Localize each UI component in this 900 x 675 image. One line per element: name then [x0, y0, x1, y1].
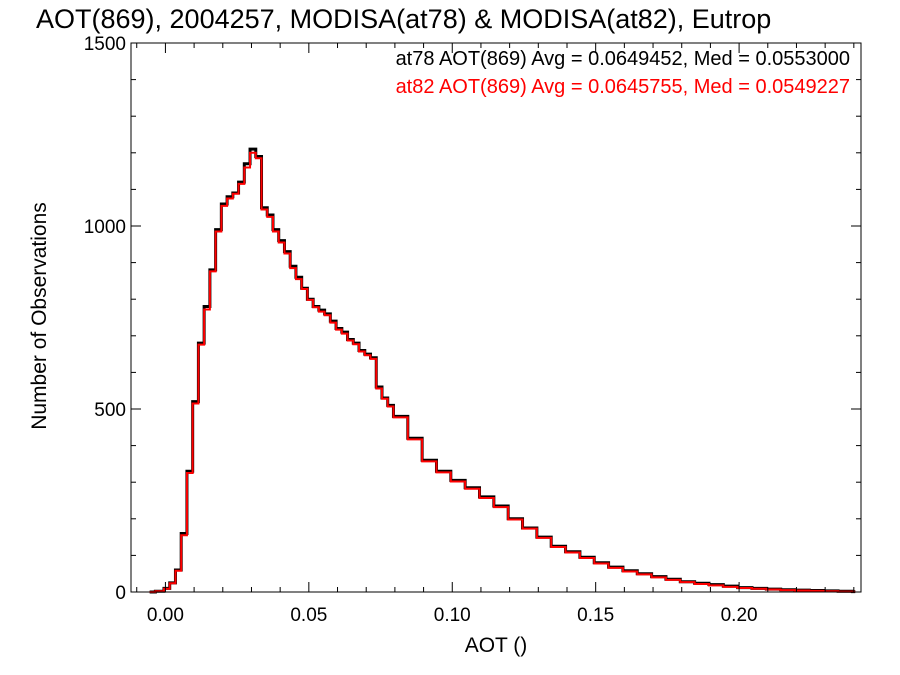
- series-at82-stats: at82 AOT(869) Avg = 0.0645755, Med = 0.0…: [395, 76, 850, 98]
- x-tick-label: 0.20: [721, 605, 758, 626]
- x-axis-label: AOT (): [464, 634, 528, 657]
- x-tick-label: 0.05: [290, 605, 327, 626]
- plot-frame: [130, 42, 862, 593]
- series-at78-stats: at78 AOT(869) Avg = 0.0649452, Med = 0.0…: [395, 48, 850, 70]
- y-tick-label: 500: [94, 400, 126, 421]
- series-line-at78: [149, 147, 856, 594]
- y-tick-label: 0: [115, 583, 126, 604]
- x-tick-label: 0.10: [434, 605, 471, 626]
- chart-title: AOT(869), 2004257, MODISA(at78) & MODISA…: [36, 4, 772, 34]
- x-tick-label: 0.15: [577, 605, 614, 626]
- x-tick-label: 0.00: [147, 605, 184, 626]
- series-line-at82: [149, 151, 856, 593]
- y-axis-label: Number of Observations: [28, 202, 51, 430]
- y-tick-label: 1000: [84, 217, 126, 238]
- y-tick-label: 1500: [84, 34, 126, 55]
